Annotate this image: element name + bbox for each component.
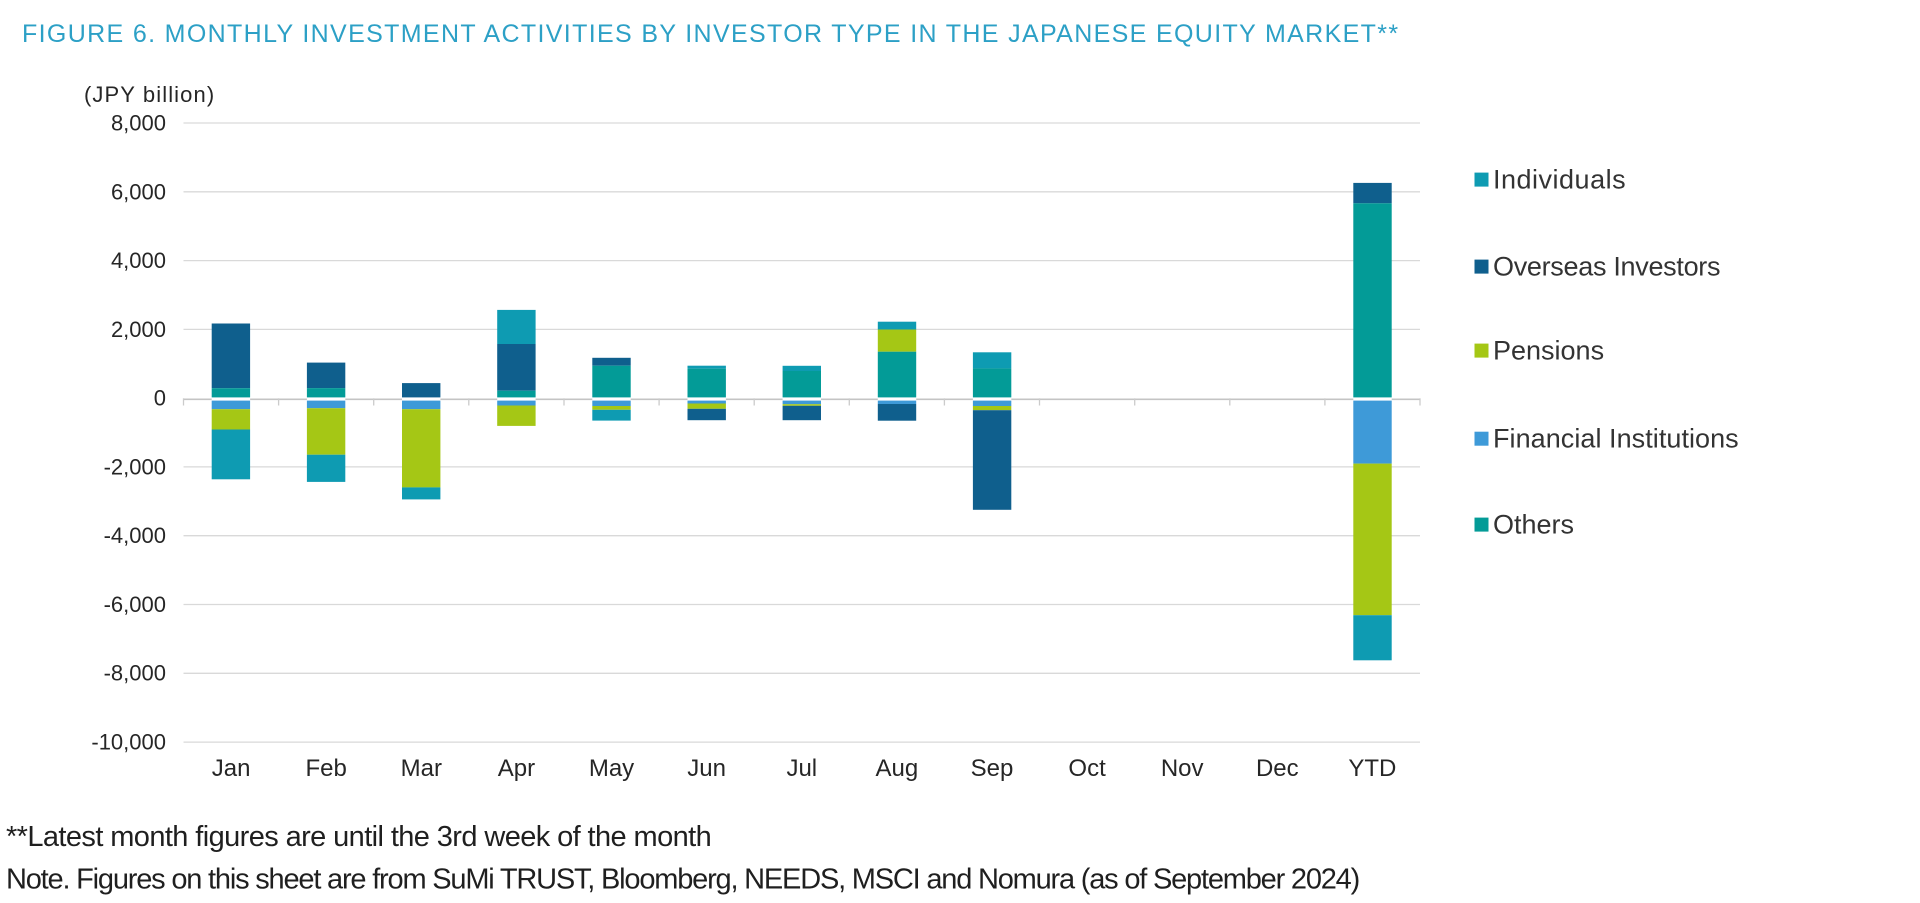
svg-text:-6,000: -6,000 bbox=[104, 592, 166, 617]
svg-text:Jun: Jun bbox=[687, 755, 726, 782]
svg-text:-8,000: -8,000 bbox=[104, 661, 166, 686]
svg-text:Feb: Feb bbox=[306, 755, 347, 782]
svg-text:Financial Institutions: Financial Institutions bbox=[1493, 424, 1739, 454]
svg-text:-2,000: -2,000 bbox=[104, 454, 166, 479]
svg-text:Dec: Dec bbox=[1256, 755, 1299, 782]
svg-text:Jul: Jul bbox=[786, 755, 817, 782]
svg-text:**Latest month figures are unt: **Latest month figures are until the 3rd… bbox=[6, 821, 711, 853]
svg-text:8,000: 8,000 bbox=[111, 111, 166, 136]
svg-text:May: May bbox=[589, 755, 634, 782]
svg-text:4,000: 4,000 bbox=[111, 248, 166, 273]
svg-text:Jan: Jan bbox=[212, 755, 251, 782]
svg-text:0: 0 bbox=[154, 386, 166, 411]
svg-text:YTD: YTD bbox=[1348, 755, 1396, 782]
svg-text:-4,000: -4,000 bbox=[104, 523, 166, 548]
svg-text:Mar: Mar bbox=[401, 755, 442, 782]
svg-text:Aug: Aug bbox=[876, 755, 919, 782]
svg-text:(JPY billion): (JPY billion) bbox=[84, 82, 215, 107]
svg-text:Sep: Sep bbox=[971, 755, 1014, 782]
svg-text:6,000: 6,000 bbox=[111, 179, 166, 204]
svg-text:Apr: Apr bbox=[498, 755, 535, 782]
svg-text:-10,000: -10,000 bbox=[91, 730, 166, 755]
svg-text:Individuals: Individuals bbox=[1493, 165, 1626, 195]
svg-text:Pensions: Pensions bbox=[1493, 336, 1604, 366]
svg-text:Nov: Nov bbox=[1161, 755, 1204, 782]
svg-text:FIGURE 6. MONTHLY INVESTMENT A: FIGURE 6. MONTHLY INVESTMENT ACTIVITIES … bbox=[22, 20, 1399, 48]
svg-text:Others: Others bbox=[1493, 510, 1574, 540]
svg-text:2,000: 2,000 bbox=[111, 317, 166, 342]
svg-text:Overseas Investors: Overseas Investors bbox=[1493, 252, 1720, 282]
svg-text:Oct: Oct bbox=[1068, 755, 1106, 782]
svg-text:Note. Figures on this sheet ar: Note. Figures on this sheet are from SuM… bbox=[6, 864, 1359, 896]
